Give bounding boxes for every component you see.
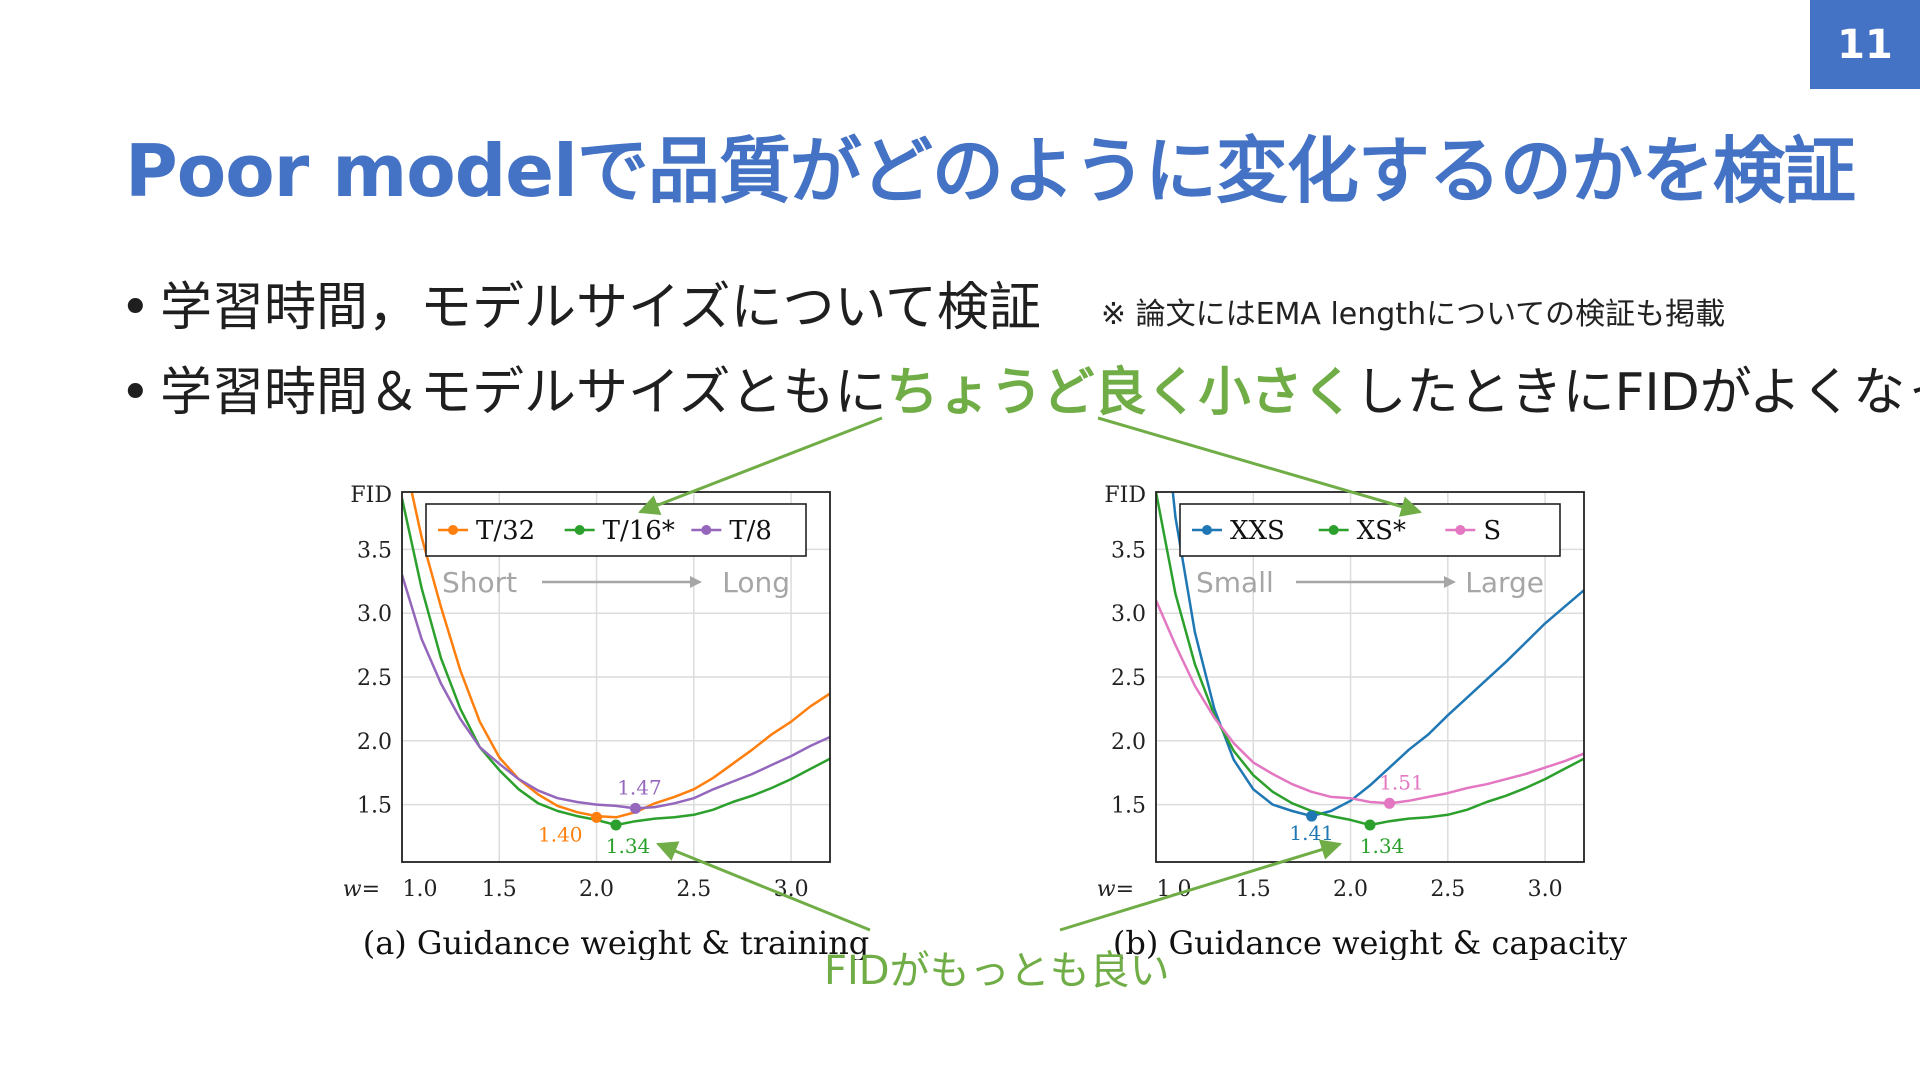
min-label-S: 1.51 [1379, 770, 1424, 794]
min-label-T/8: 1.47 [617, 775, 662, 799]
legend-swatch-dot [1455, 525, 1466, 535]
x-axis-label: w= [1097, 877, 1134, 902]
x-tick-label: 1.5 [482, 877, 517, 902]
min-point-T/16* [610, 819, 622, 831]
direction-to-label: Long [722, 566, 790, 599]
bullet-2-highlight: ちょうど良く小さく [886, 363, 1355, 423]
chart-caption: (a) Guidance weight & training [363, 924, 870, 960]
direction-arrow-head [1444, 576, 1456, 588]
bullet-1-note: ※ 論文にはEMA lengthについての検証も掲載 [1100, 297, 1726, 332]
min-label-T/16*: 1.34 [606, 834, 651, 858]
bullet-dot: • [120, 363, 151, 423]
bullet-dot: • [120, 278, 151, 338]
direction-arrow-head [690, 576, 702, 588]
series-line-S [1156, 599, 1584, 805]
chart-caption: (b) Guidance weight & capacity [1113, 924, 1627, 960]
direction-to-label: Large [1465, 566, 1544, 599]
bullet-fid-result: •学習時間＆モデルサイズともにちょうど良く小さくしたときにFIDがよくなった [120, 350, 1920, 425]
y-tick-label: 3.5 [1111, 538, 1146, 563]
min-point-T/32 [591, 811, 603, 823]
x-axis-label: w= [343, 877, 380, 902]
min-point-S [1383, 797, 1395, 809]
y-tick-label: 2.0 [357, 730, 392, 755]
legend-entry-T/32: T/32 [476, 516, 535, 546]
legend-swatch-dot [448, 525, 458, 535]
legend-entry-XS*: XS* [1357, 516, 1406, 546]
series-line-T/8 [402, 574, 830, 810]
plot-frame [401, 491, 831, 863]
bullet-training-model-size: • 学習時間，モデルサイズについて検証 ※ 論文にはEMA lengthについての検… [120, 265, 1725, 340]
bullet-1-text: 学習時間，モデルサイズについて検証 [160, 278, 1041, 338]
annotation-best-fid-label: FIDがもっとも良い [824, 948, 1170, 994]
min-label-XS*: 1.34 [1360, 834, 1405, 858]
legend-entry-S: S [1483, 516, 1501, 546]
direction-from-label: Short [442, 566, 517, 599]
x-tick-label: 3.0 [774, 877, 809, 902]
y-tick-label: 1.5 [357, 794, 392, 819]
legend-entry-T/16*: T/16* [603, 516, 675, 546]
x-tick-label: 2.5 [676, 877, 711, 902]
y-tick-label: 2.0 [1111, 730, 1146, 755]
slide-title: Poor modelで品質がどのように変化するのかを検証 [125, 129, 1856, 213]
bullet-2-pre: 学習時間＆モデルサイズともに [160, 363, 887, 423]
min-point-XXS [1306, 810, 1318, 822]
legend-swatch-dot [1328, 525, 1339, 535]
bullet-2-post: したときにFIDがよくなった [1354, 363, 1920, 423]
legend-swatch-dot [701, 525, 712, 535]
min-point-T/8 [629, 802, 641, 814]
min-point-XS* [1364, 819, 1376, 831]
min-label-XXS: 1.41 [1289, 821, 1334, 845]
x-tick-label: 2.0 [1333, 877, 1368, 902]
legend-entry-XXS: XXS [1230, 516, 1285, 546]
min-label-T/32: 1.40 [538, 822, 583, 846]
y-tick-label: 2.5 [1111, 666, 1146, 691]
x-tick-label: 1.5 [1236, 877, 1271, 902]
series-line-XXS [1171, 492, 1584, 818]
x-tick-label: 1.0 [403, 877, 438, 902]
legend-entry-T/8: T/8 [729, 516, 772, 546]
page-number-badge: 11 [1810, 0, 1920, 89]
x-tick-label: 1.0 [1157, 877, 1192, 902]
chart-guidance-training: 1.0 1.5 2.0 2.5 3.0 1.5 2.0 2.5 3.0 3.5 FID w= Short… [343, 483, 870, 960]
y-tick-label: 1.5 [1111, 794, 1146, 819]
series-line-T/32 [410, 492, 830, 819]
y-tick-label: 2.5 [357, 666, 392, 691]
x-tick-label: 2.0 [579, 877, 614, 902]
legend-swatch-dot [574, 525, 585, 535]
x-tick-label: 3.0 [1528, 877, 1563, 902]
legend-swatch-dot [1202, 525, 1212, 535]
y-axis-label: FID [1104, 483, 1146, 508]
y-axis-label: FID [350, 483, 392, 508]
y-tick-label: 3.0 [357, 602, 392, 627]
chart-guidance-capacity: 1.0 1.5 2.0 2.5 3.0 1.5 2.0 2.5 3.0 3.5 FID w= Small… [1097, 483, 1627, 960]
direction-from-label: Small [1196, 566, 1274, 599]
y-tick-label: 3.0 [1111, 602, 1146, 627]
x-tick-label: 2.5 [1430, 877, 1465, 902]
y-tick-label: 3.5 [357, 538, 392, 563]
